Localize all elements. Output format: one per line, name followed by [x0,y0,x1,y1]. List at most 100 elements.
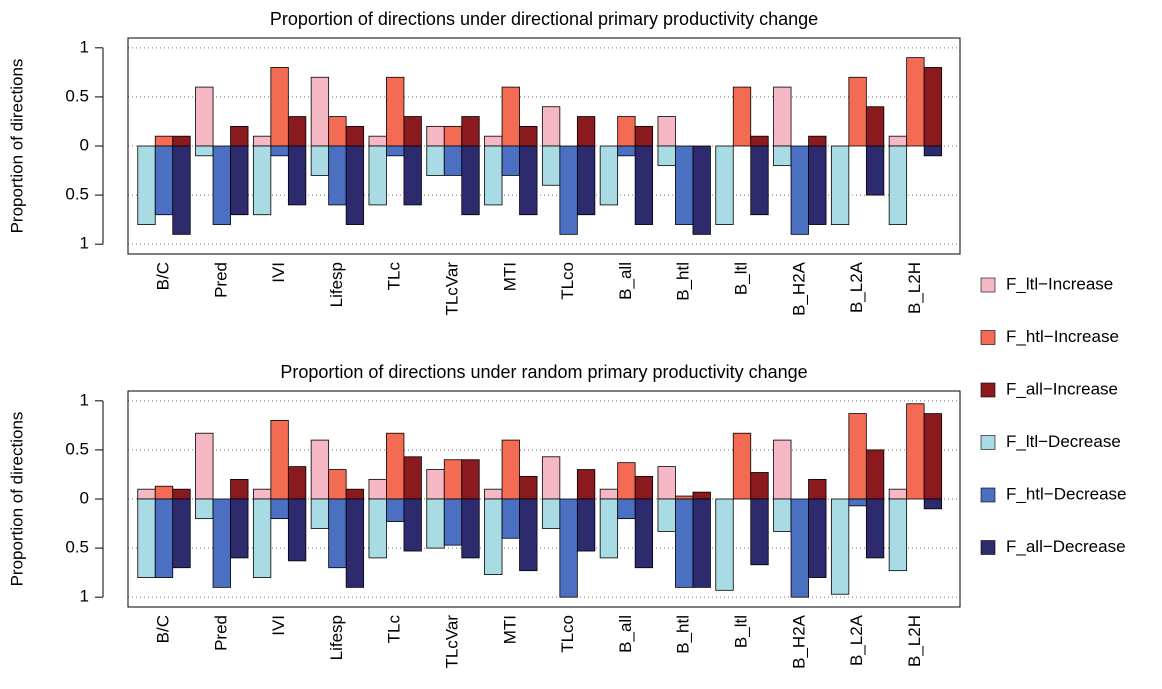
x-tick-label: TLco [558,262,577,300]
bar [865,498,885,559]
x-tick-label: B_htl [674,262,693,301]
x-tick-label: B_all [616,615,635,653]
y-axis-label: Proportion of directions [7,59,26,234]
bar [137,498,156,578]
bar [888,145,908,225]
bar [310,439,330,500]
bar [461,498,480,559]
bar [501,439,520,500]
bar [923,413,943,500]
bar [750,498,769,566]
bar [212,145,231,225]
bar [501,86,520,147]
bar [923,498,943,510]
bar [790,498,809,598]
bar [154,485,174,500]
bar [888,498,908,572]
x-tick-label: B_all [616,262,635,300]
bar [657,145,676,167]
y-tick-label: 0 [80,135,89,154]
bar [195,145,214,157]
bar [576,469,596,500]
y-tick-label: 0.5 [65,86,89,105]
bar [773,498,792,532]
bar [443,498,463,546]
bar [212,498,231,588]
bar [599,498,619,559]
bar [559,498,578,598]
bar [750,135,769,147]
bar [328,498,347,569]
bar [541,456,561,500]
bar [750,472,769,500]
x-tick-label: B_L2H [905,615,924,667]
bar [172,145,191,235]
legend-swatch [980,435,996,450]
bar [617,498,636,520]
bar [252,498,272,578]
x-tick-label: TLc [385,615,404,644]
bar [576,145,596,216]
bar [137,488,156,500]
bar [634,498,654,569]
bar [328,116,347,147]
bar [617,145,636,157]
bar [501,145,520,176]
bar [154,145,174,216]
bar [519,476,538,500]
bar [906,403,925,500]
bar [808,498,827,578]
bar [368,478,387,500]
bar [692,491,711,500]
y-tick-label: 0.5 [65,538,89,557]
bar [426,469,445,500]
legend-label: F_htl−Decrease [1006,484,1126,503]
bar [287,498,307,562]
bar [287,145,307,206]
bar [848,413,867,500]
bar [675,498,694,588]
bar [270,145,289,157]
x-tick-label: B_ltl [731,615,750,648]
bar [252,135,272,147]
legend-swatch [980,277,996,293]
bar [287,116,307,147]
y-tick-label: 1 [80,234,89,253]
y-tick-label: 0 [80,488,89,507]
bar [484,135,503,147]
bar [715,498,734,591]
legend-label: F_all−Increase [1006,379,1118,398]
bar [328,469,347,500]
bar [599,145,619,206]
bar [154,498,174,578]
bar [888,135,908,147]
bar [230,125,249,147]
legend-label: F_ltl−Decrease [1006,432,1121,451]
bar [830,145,850,225]
bar [195,432,214,500]
bar [519,498,538,572]
y-tick-label: 1 [80,587,89,606]
bar [172,135,191,147]
y-tick-label: 1 [80,37,89,56]
x-tick-label: B_htl [674,615,693,654]
bar [790,145,809,235]
x-tick-label: B_H2A [789,261,808,316]
bar [501,498,520,539]
plot-frame [127,37,961,255]
bar [484,498,503,575]
bar [137,145,156,225]
bar [230,478,249,500]
bar [386,76,405,147]
bar [599,488,619,500]
bar [461,459,480,500]
x-tick-label: B_ltl [731,262,750,295]
bar [403,456,422,500]
bar [345,498,365,588]
chart-title: Proportion of directions under direction… [270,9,818,29]
bar [634,145,654,225]
bar [172,498,191,569]
bar [310,498,330,529]
bar [345,125,365,147]
